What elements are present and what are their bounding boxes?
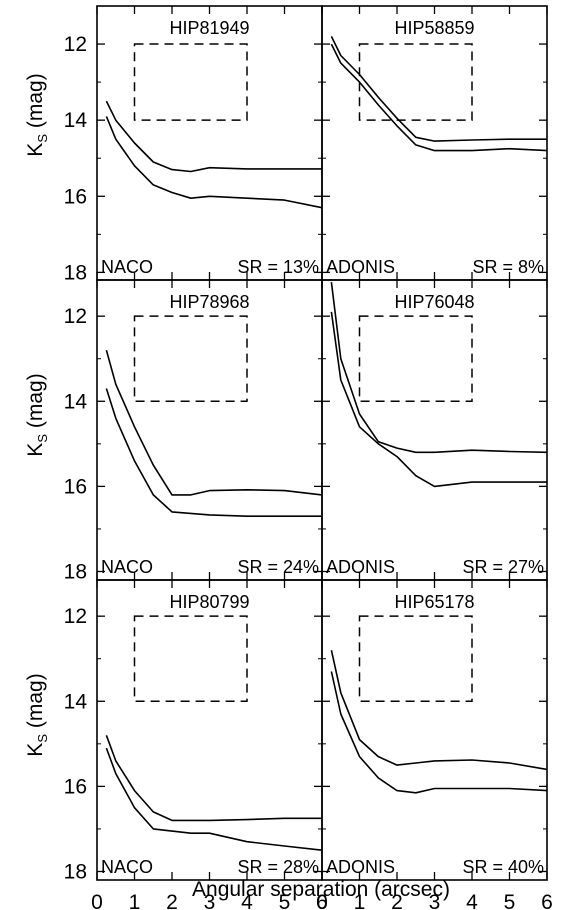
dashed-box — [358, 43, 473, 121]
y-tick-label: 16 — [64, 475, 87, 498]
strehl-label: SR = 28% — [237, 857, 319, 877]
panel-hip65178: 0 1 2 3 4 5 6 HIP65178 ADONIS SR = 40% — [316, 579, 553, 910]
dashed-box — [133, 615, 248, 703]
y-tick-label: 18 — [64, 261, 87, 284]
panel-frame — [96, 5, 323, 281]
panel-frame — [321, 5, 548, 281]
panel-title: HIP81949 — [169, 18, 249, 38]
dashed-box — [133, 43, 248, 121]
instrument-label: NACO — [101, 557, 153, 577]
y-tick-label: 14 — [64, 109, 88, 132]
contrast-curve-1 — [330, 650, 548, 771]
strehl-label: SR = 27% — [462, 557, 544, 577]
svg-text:KS (mag): KS (mag) — [24, 373, 50, 456]
y-tick-label: 12 — [64, 605, 87, 628]
y-tick-label: 12 — [64, 305, 87, 328]
y-axis-title-row-2: KS (mag) — [24, 373, 50, 456]
x-tick-label: 3 — [204, 891, 216, 910]
y-tick-label: 18 — [64, 860, 87, 883]
instrument-label: NACO — [101, 257, 153, 277]
y-tick-label: 16 — [64, 185, 87, 208]
panel-hip78968: 12 14 16 18 HIP78968 NACO SR = 24% — [64, 279, 323, 583]
contrast-curve-2 — [105, 388, 322, 518]
contrast-curve-1 — [105, 735, 322, 822]
panel-hip58859: HIP58859 ADONIS SR = 8% — [321, 5, 548, 281]
strehl-label: SR = 8% — [472, 257, 544, 277]
x-tick-label: 5 — [279, 891, 291, 910]
contrast-curve-1 — [330, 282, 548, 454]
contrast-curve-1 — [105, 100, 322, 173]
y-axis-title-row-3: KS (mag) — [24, 673, 50, 756]
panel-frame — [96, 579, 323, 881]
x-tick-label: 0 — [91, 891, 103, 910]
x-axis-title: Angular separation (arcsec) — [192, 878, 450, 901]
instrument-label: NACO — [101, 857, 153, 877]
svg-text:KS (mag): KS (mag) — [24, 673, 50, 756]
panel-title: HIP80799 — [169, 592, 249, 612]
y-tick-label: 16 — [64, 775, 87, 798]
svg-text:KS (mag): KS (mag) — [24, 73, 50, 156]
x-tick-label: 4 — [466, 891, 478, 910]
x-tick-label: 1 — [129, 891, 141, 910]
dashed-box — [358, 315, 473, 403]
strehl-label: SR = 24% — [237, 557, 319, 577]
strehl-label: SR = 13% — [237, 257, 319, 277]
x-tick-label: 5 — [504, 891, 516, 910]
panel-frame — [96, 279, 323, 581]
x-tick-label: 1 — [354, 891, 366, 910]
x-tick-label: 2 — [391, 891, 403, 910]
x-tick-label: 4 — [241, 891, 253, 910]
y-tick-label: 14 — [64, 390, 88, 413]
y-tick-label: 14 — [64, 690, 88, 713]
panel-hip76048: HIP76048 ADONIS SR = 27% — [321, 279, 548, 581]
strehl-label: SR = 40% — [462, 857, 544, 877]
panel-title: HIP76048 — [394, 292, 474, 312]
x-tick-label: 0 — [316, 891, 328, 910]
contrast-curve-2 — [105, 747, 323, 851]
instrument-label: ADONIS — [326, 557, 395, 577]
dashed-box — [133, 315, 248, 403]
panel-title: HIP58859 — [394, 18, 474, 38]
instrument-label: ADONIS — [326, 257, 395, 277]
x-tick-label: 2 — [166, 891, 178, 910]
x-tick-label: 3 — [429, 891, 441, 910]
x-tick-label: 6 — [541, 891, 553, 910]
contrast-curve-1 — [105, 349, 323, 496]
panel-hip81949: 12 14 16 18 HIP81949 NACO SR = 13% — [64, 5, 323, 284]
contrast-curve-2 — [105, 116, 323, 209]
contrast-curve-2 — [330, 43, 548, 152]
contrast-curve-2 — [330, 671, 548, 794]
panel-title: HIP65178 — [394, 592, 474, 612]
x-tick-label: 6 — [316, 891, 328, 910]
panel-title: HIP78968 — [169, 292, 249, 312]
contrast-curve-1 — [330, 36, 547, 142]
y-tick-label: 18 — [64, 560, 87, 583]
y-axis-title-row-1: KS (mag) — [24, 73, 50, 156]
contrast-curve-2 — [330, 311, 547, 488]
panel-frame — [321, 279, 548, 581]
y-tick-label: 12 — [64, 33, 87, 56]
dashed-box — [358, 615, 473, 703]
instrument-label: ADONIS — [326, 857, 395, 877]
